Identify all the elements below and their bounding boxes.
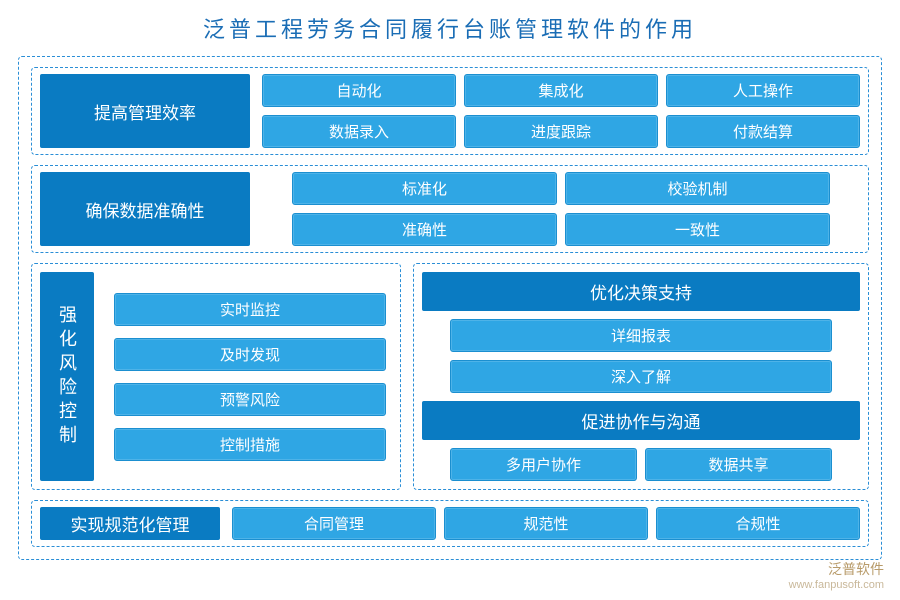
pill: 预警风险 — [114, 383, 386, 416]
pill: 合同管理 — [232, 507, 436, 540]
section-right-column: 优化决策支持 详细报表 深入了解 促进协作与沟通 多用户协作 数据共享 — [413, 263, 869, 490]
pill: 详细报表 — [450, 319, 832, 352]
pill: 准确性 — [292, 213, 557, 246]
pill: 校验机制 — [565, 172, 830, 205]
pill: 人工操作 — [666, 74, 860, 107]
pill: 数据录入 — [262, 115, 456, 148]
pill-grid-accuracy: 标准化 校验机制 准确性 一致性 — [262, 172, 860, 246]
pill-grid-risk: 实时监控 及时发现 预警风险 控制措施 — [108, 272, 392, 481]
pill: 深入了解 — [450, 360, 832, 393]
section-risk: 强化风险控制 实时监控 及时发现 预警风险 控制措施 — [31, 263, 401, 490]
pill: 集成化 — [464, 74, 658, 107]
subhead-collab: 促进协作与沟通 — [422, 401, 860, 440]
section-efficiency: 提高管理效率 自动化 集成化 人工操作 数据录入 进度跟踪 付款结算 — [31, 67, 869, 155]
section-risk-and-right: 强化风险控制 实时监控 及时发现 预警风险 控制措施 优化决策支持 详细报表 深… — [31, 263, 869, 490]
pill: 规范性 — [444, 507, 648, 540]
section-head-risk: 强化风险控制 — [40, 272, 94, 481]
pill: 控制措施 — [114, 428, 386, 461]
pill: 多用户协作 — [450, 448, 637, 481]
section-head-accuracy: 确保数据准确性 — [40, 172, 250, 246]
pill: 付款结算 — [666, 115, 860, 148]
pill: 及时发现 — [114, 338, 386, 371]
outer-container: 提高管理效率 自动化 集成化 人工操作 数据录入 进度跟踪 付款结算 确保数据准… — [18, 56, 882, 560]
pill: 一致性 — [565, 213, 830, 246]
pill-grid-efficiency: 自动化 集成化 人工操作 数据录入 进度跟踪 付款结算 — [262, 74, 860, 148]
section-head-standardize: 实现规范化管理 — [40, 507, 220, 540]
subhead-decision: 优化决策支持 — [422, 272, 860, 311]
watermark-url: www.fanpusoft.com — [789, 578, 884, 592]
page-title: 泛普工程劳务合同履行台账管理软件的作用 — [18, 12, 882, 44]
pill: 实时监控 — [114, 293, 386, 326]
pill: 进度跟踪 — [464, 115, 658, 148]
section-head-efficiency: 提高管理效率 — [40, 74, 250, 148]
section-standardize: 实现规范化管理 合同管理 规范性 合规性 — [31, 500, 869, 547]
watermark-brand: 泛普软件 — [789, 560, 884, 578]
pill: 标准化 — [292, 172, 557, 205]
pill: 合规性 — [656, 507, 860, 540]
pill: 自动化 — [262, 74, 456, 107]
pill-grid-decision: 详细报表 深入了解 — [422, 319, 860, 393]
pill-grid-collab: 多用户协作 数据共享 — [422, 448, 860, 481]
watermark: 泛普软件 www.fanpusoft.com — [789, 560, 884, 592]
section-accuracy: 确保数据准确性 标准化 校验机制 准确性 一致性 — [31, 165, 869, 253]
pill-grid-standardize: 合同管理 规范性 合规性 — [232, 507, 860, 540]
pill: 数据共享 — [645, 448, 832, 481]
